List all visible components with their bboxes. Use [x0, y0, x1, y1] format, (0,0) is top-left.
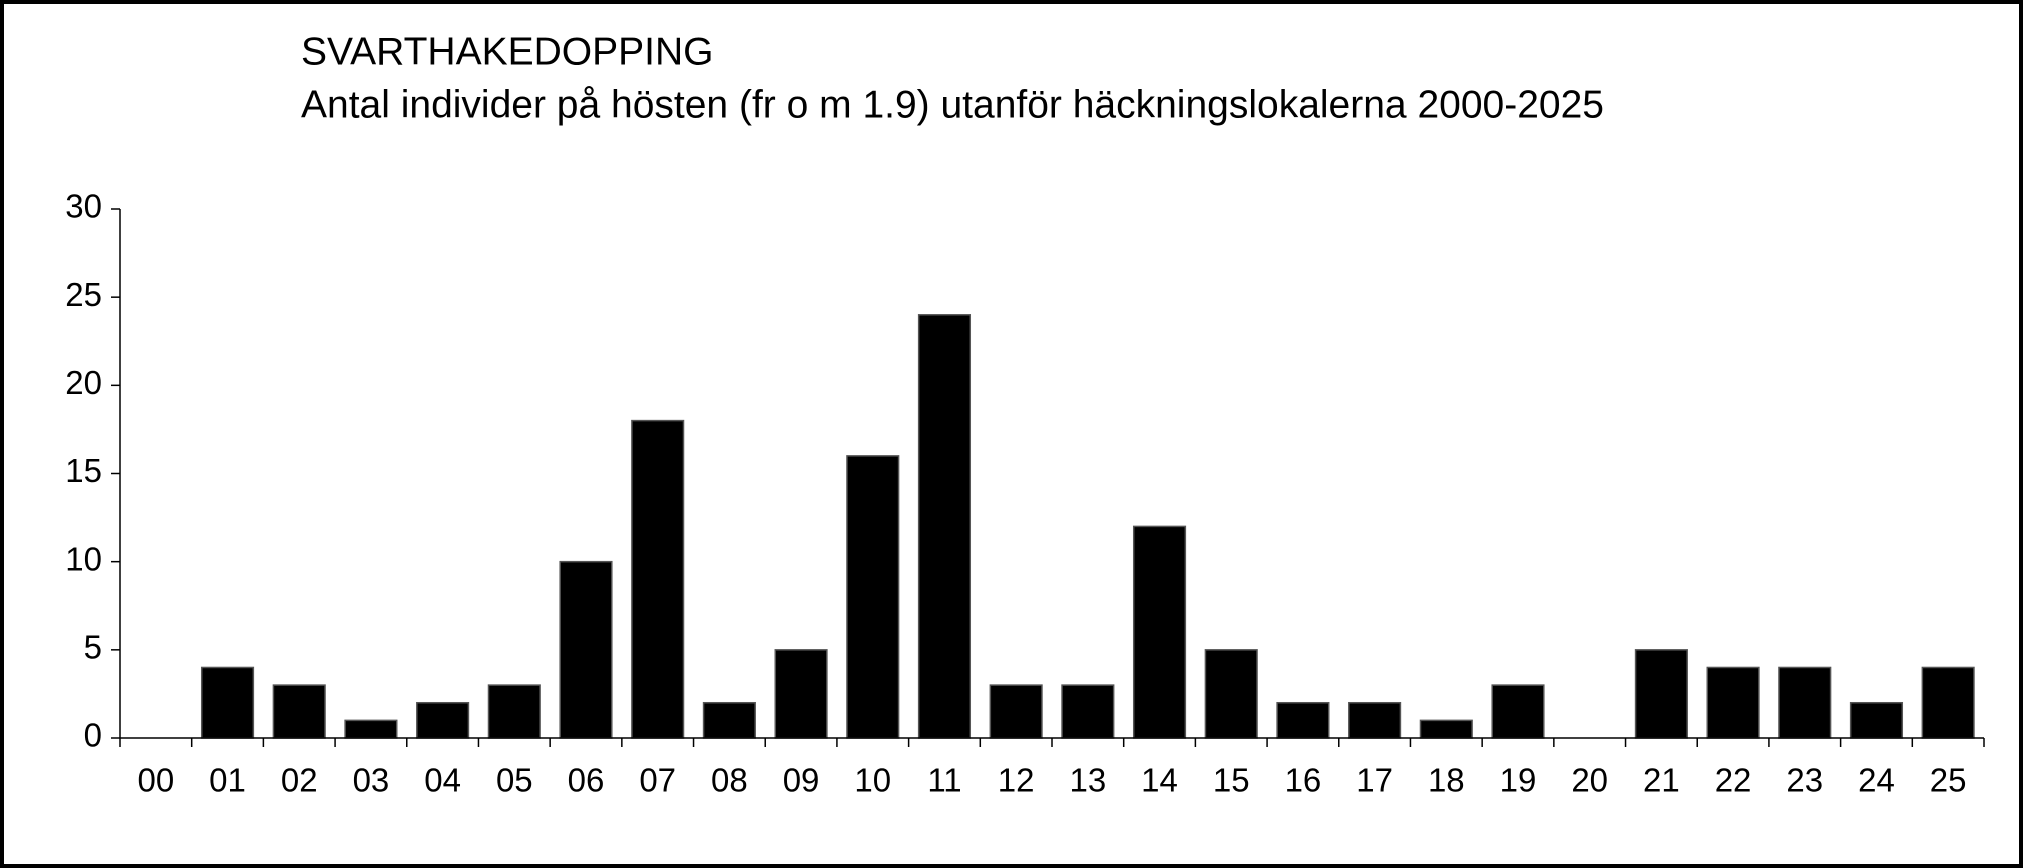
bar — [774, 649, 828, 739]
x-tick-label: 19 — [1500, 762, 1537, 799]
x-tick-label: 03 — [353, 762, 390, 799]
bar — [702, 701, 756, 739]
bar — [1634, 649, 1688, 739]
bar — [917, 314, 972, 739]
x-tick-label: 11 — [927, 762, 961, 799]
x-tick-label: 05 — [496, 762, 533, 799]
x-tick-label: 12 — [998, 762, 1035, 799]
y-tick-label: 15 — [65, 452, 102, 489]
x-tick-label: 21 — [1643, 762, 1680, 799]
x-tick-label: 04 — [424, 762, 461, 799]
x-tick-label: 07 — [639, 762, 676, 799]
bar — [1204, 649, 1258, 739]
x-tick-label: 13 — [1069, 762, 1106, 799]
chart-title: SVARTHAKEDOPPING — [301, 30, 714, 73]
bar — [989, 684, 1043, 739]
x-tick-label: 15 — [1213, 762, 1250, 799]
x-tick-label: 17 — [1356, 762, 1393, 799]
x-tick-label: 09 — [783, 762, 820, 799]
bar — [1921, 666, 1975, 739]
y-tick-label: 30 — [65, 188, 102, 225]
x-tick-label: 14 — [1141, 762, 1178, 799]
bar — [1419, 719, 1473, 739]
x-tick-label: 00 — [137, 762, 174, 799]
x-tick-label: 08 — [711, 762, 748, 799]
bar — [1061, 684, 1115, 739]
bar — [1491, 684, 1545, 739]
x-tick-label: 16 — [1285, 762, 1322, 799]
y-tick-label: 10 — [65, 540, 102, 577]
bar — [344, 719, 398, 739]
bar — [631, 419, 685, 739]
bar — [1849, 701, 1904, 739]
bar — [1706, 666, 1760, 739]
bar — [272, 684, 326, 739]
x-tick-label: 18 — [1428, 762, 1465, 799]
x-tick-label: 20 — [1571, 762, 1608, 799]
x-tick-label: 02 — [281, 762, 318, 799]
x-tick-label: 24 — [1858, 762, 1895, 799]
x-tick-label: 22 — [1715, 762, 1752, 799]
bar — [1348, 701, 1402, 739]
x-tick-label: 01 — [209, 762, 246, 799]
y-tick-label: 20 — [65, 364, 102, 401]
bar — [416, 701, 470, 739]
bar — [487, 684, 541, 739]
bar — [559, 560, 613, 739]
y-tick-label: 5 — [84, 629, 102, 666]
x-tick-label: 23 — [1786, 762, 1823, 799]
bar — [1132, 525, 1187, 739]
x-tick-label: 25 — [1930, 762, 1967, 799]
bar — [1276, 701, 1330, 739]
x-tick-label: 06 — [568, 762, 605, 799]
bar — [1778, 666, 1832, 739]
chart-subtitle: Antal individer på hösten (fr o m 1.9) u… — [301, 83, 1604, 126]
bar — [200, 666, 255, 739]
y-tick-label: 0 — [84, 717, 102, 754]
x-tick-label: 10 — [854, 762, 891, 799]
bar — [846, 455, 900, 739]
y-tick-label: 25 — [65, 276, 102, 313]
